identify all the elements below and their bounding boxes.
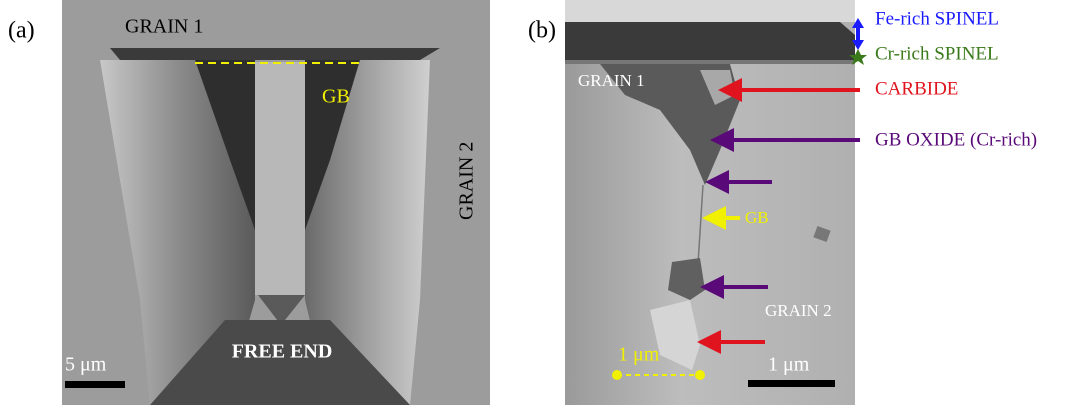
annotation: GRAIN 1 xyxy=(125,16,203,38)
legend-label: Fe-rich SPINEL xyxy=(875,8,999,29)
figure: (a) GRAIN 1 GB GRAIN 2 FREE END 5 μm (b)… xyxy=(0,0,1070,410)
legend-label: CARBIDE xyxy=(875,78,958,99)
panel-label: (a) xyxy=(8,18,35,44)
scale-label: 1 μm xyxy=(768,354,810,376)
annotation: GRAIN 1 xyxy=(578,71,645,90)
distance-end xyxy=(612,370,622,380)
distance-label: 1 μm xyxy=(618,344,660,366)
distance-end xyxy=(695,370,705,380)
scale-bar xyxy=(65,381,125,388)
annotation: GRAIN 2 xyxy=(765,301,832,320)
annotation: GB xyxy=(322,86,350,108)
panel-a: (a) GRAIN 1 GB GRAIN 2 FREE END 5 μm xyxy=(8,0,490,405)
scale-bar xyxy=(748,380,835,387)
annotation: GB xyxy=(745,208,769,227)
panel-label: (b) xyxy=(528,18,556,44)
cap xyxy=(565,0,855,22)
legend-label: Cr-rich SPINEL xyxy=(875,43,999,64)
annotation: FREE END xyxy=(232,341,333,363)
trench-top xyxy=(110,48,440,60)
scale-label: 5 μm xyxy=(65,354,107,376)
annotation: GRAIN 2 xyxy=(456,142,478,220)
panel-b: (b) GRAIN 1 GRAIN 2 GB 1 μm 1 μm Fe-rich… xyxy=(528,0,1037,405)
spinel-layer xyxy=(565,22,855,60)
spinel-layer xyxy=(565,60,855,64)
legend-label: GB OXIDE (Cr-rich) xyxy=(875,129,1037,150)
pillar xyxy=(255,62,305,295)
